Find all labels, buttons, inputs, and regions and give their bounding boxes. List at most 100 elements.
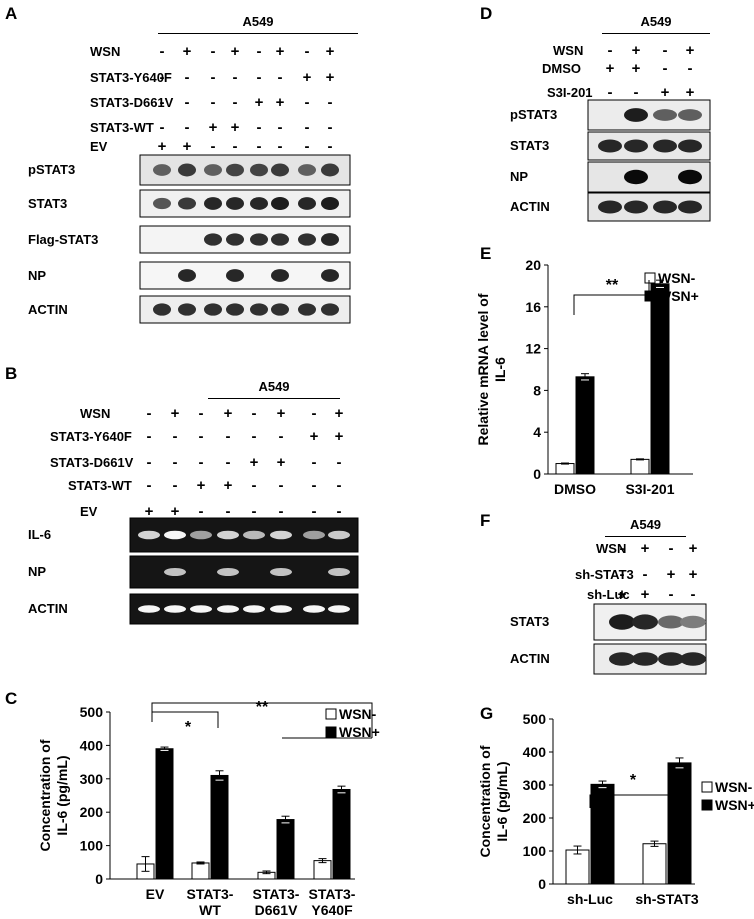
panel-B-band-2-3 xyxy=(217,605,239,613)
panel-A-band-4-0 xyxy=(153,303,171,316)
panel-D-band-3-0 xyxy=(598,200,622,214)
panel-F-band-1-3 xyxy=(680,652,706,666)
chart-E-legend-swatch-1 xyxy=(644,290,656,302)
panel-A-sign-0-5: + xyxy=(275,43,285,60)
panel-F-row-label-2: sh-Luc xyxy=(587,587,630,602)
chart-G-cat-0-0: sh-Luc xyxy=(567,891,613,907)
panel-B-sign-2-4: + xyxy=(249,454,259,471)
panel-D-blot-label-0: pSTAT3 xyxy=(510,107,558,122)
chart-C-bracket-0 xyxy=(151,711,219,728)
panel-F-sign-1-0: - xyxy=(619,566,625,583)
panel-A-sign-0-0: - xyxy=(159,43,165,60)
panel-B-sign-3-7: - xyxy=(336,477,342,494)
panel-letter-B: B xyxy=(5,364,18,383)
chart-G-bar-0-0 xyxy=(565,849,590,885)
panel-letter-D: D xyxy=(480,4,493,23)
panel-B-sign-4-5: - xyxy=(278,503,284,520)
panel-A-sign-0-2: - xyxy=(210,43,216,60)
panel-D-band-1-2 xyxy=(653,139,677,153)
chart-C-annotation-1: ** xyxy=(256,699,269,716)
chart-G-ytick-label-1: 100 xyxy=(523,843,547,859)
panel-A-sign-1-1: - xyxy=(184,69,190,86)
chart-C-cat-2-1: D661V xyxy=(255,902,298,918)
chart-C-legend-label-1: WSN+ xyxy=(339,724,380,740)
panel-B-blot-label-0: IL-6 xyxy=(28,527,52,542)
panel-D-band-3-3 xyxy=(678,200,702,214)
chart-G-bar-1-0 xyxy=(590,783,615,885)
panel-B-row-label-4: EV xyxy=(80,504,98,519)
panel-F-band-1-1 xyxy=(632,652,658,666)
chart-G-annotation-0: * xyxy=(630,772,637,789)
chart-E-legend-label-0: WSN- xyxy=(658,270,696,286)
chart-C-ytick-label-5: 500 xyxy=(80,704,104,720)
panel-B-band-2-2 xyxy=(190,605,212,613)
panel-A-sign-2-1: - xyxy=(184,94,190,111)
panel-A-band-4-3 xyxy=(226,303,244,316)
panel-D-band-1-3 xyxy=(678,139,702,153)
panel-D-sign-1-0: + xyxy=(605,60,615,77)
panel-B-sign-4-6: - xyxy=(311,503,317,520)
panel-D-band-1-1 xyxy=(624,139,648,153)
panel-B-sign-1-1: - xyxy=(172,428,178,445)
panel-B-band-2-6 xyxy=(303,605,325,613)
chart-E-ylabel-1: IL-6 xyxy=(492,357,508,382)
panel-A-band-0-7 xyxy=(321,163,339,177)
panel-A-blot-label-2: Flag-STAT3 xyxy=(28,231,99,247)
panel-A-band-0-1 xyxy=(178,163,196,177)
panel-B-sign-2-2: - xyxy=(198,454,204,471)
panel-letter-F: F xyxy=(480,511,491,530)
panel-A-sign-3-4: - xyxy=(256,119,262,136)
panel-A-sign-1-0: - xyxy=(159,69,165,86)
panel-A-band-2-3 xyxy=(226,233,244,246)
chart-E-cat-0-0: DMSO xyxy=(554,481,596,497)
panel-D-row-label-1: DMSO xyxy=(542,61,581,76)
chart-E-ytick-label-2: 8 xyxy=(533,382,541,398)
panel-A-band-2-5 xyxy=(271,233,289,246)
chart-C-cat-1-1: WT xyxy=(199,902,221,918)
panel-B-band-0-2 xyxy=(190,530,212,540)
panel-F-sign-2-2: - xyxy=(668,586,674,603)
panel-A-sign-3-2: + xyxy=(208,119,218,136)
panel-B-sign-3-0: - xyxy=(146,477,152,494)
chart-E-bracket-0 xyxy=(573,280,650,315)
panel-A-blot-label-3: NP xyxy=(28,267,47,283)
chart-C-ylabel-0: Concentration of xyxy=(37,739,53,851)
panel-F-band-0-3 xyxy=(680,615,706,629)
panel-A-sign-4-2: - xyxy=(210,138,216,155)
panel-A-band-1-0 xyxy=(153,197,171,210)
chart-E-ytick-label-5: 20 xyxy=(525,257,541,273)
panel-B-sign-0-0: - xyxy=(146,405,152,422)
chart-C-ytick-label-0: 0 xyxy=(95,871,103,887)
panel-B-sign-3-1: - xyxy=(172,477,178,494)
panel-B-band-2-4 xyxy=(243,605,265,613)
panel-A-sign-0-6: - xyxy=(304,43,310,60)
panel-A-sign-2-7: - xyxy=(327,94,333,111)
panel-B-band-2-0 xyxy=(138,605,160,613)
panel-B-sign-1-4: - xyxy=(251,428,257,445)
chart-E-ytick-label-1: 4 xyxy=(533,424,541,440)
panel-F-row-label-0: WSN xyxy=(596,541,627,556)
panel-A-blot-label-1: STAT3 xyxy=(28,195,68,211)
chart-E-annotation-0: ** xyxy=(606,277,619,294)
panel-B-sign-4-4: - xyxy=(251,503,257,520)
panel-B-band-1-7 xyxy=(328,567,350,577)
panel-A-band-4-7 xyxy=(321,303,339,316)
chart-C-cat-3-0: STAT3- xyxy=(309,886,356,902)
panel-B-sign-4-1: + xyxy=(170,503,180,520)
panel-B-band-1-1 xyxy=(164,567,186,577)
panel-A-sign-2-6: - xyxy=(304,94,310,111)
panel-A-band-2-2 xyxy=(204,233,222,246)
panel-B-sign-3-3: + xyxy=(223,477,233,494)
panel-B-sign-2-7: - xyxy=(336,454,342,471)
panel-A-band-4-4 xyxy=(250,303,268,316)
panel-A-sign-4-7: - xyxy=(327,138,333,155)
chart-G-ytick-label-2: 200 xyxy=(523,810,547,826)
panel-letter-G: G xyxy=(480,704,494,723)
panel-F-band-0-1 xyxy=(632,614,658,630)
chart-E-ytick-label-4: 16 xyxy=(525,299,541,315)
panel-A-sign-3-5: - xyxy=(277,119,283,136)
panel-B-sign-1-2: - xyxy=(198,428,204,445)
chart-C-bar-1-2 xyxy=(276,819,295,880)
panel-B-band-0-0 xyxy=(138,530,160,540)
panel-B-band-0-7 xyxy=(328,530,350,540)
